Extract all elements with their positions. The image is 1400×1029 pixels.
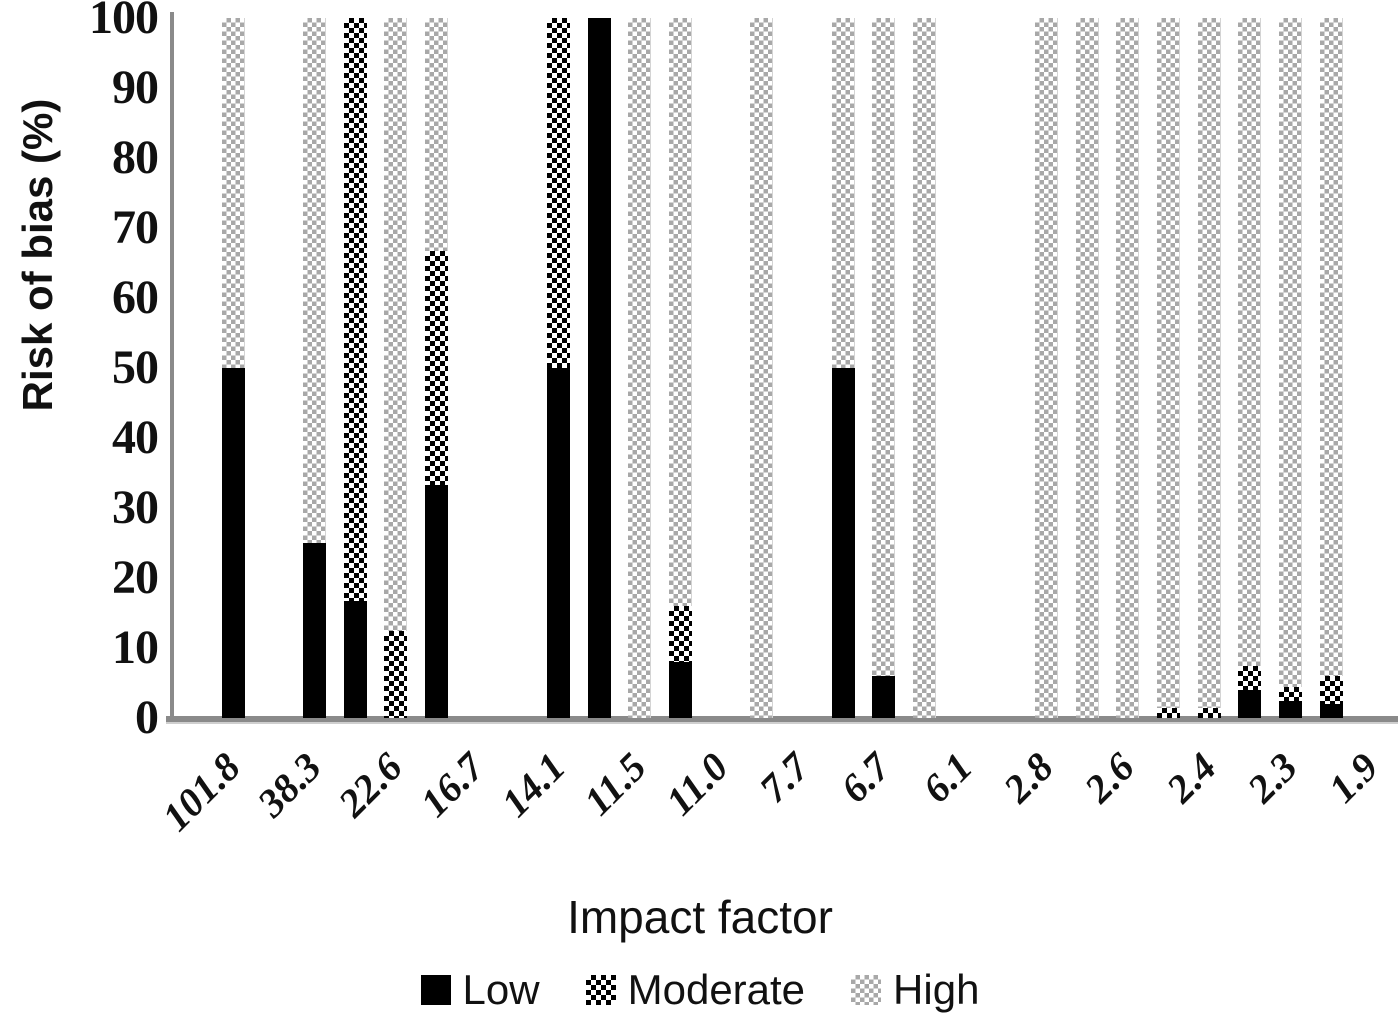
stacked-bar-if-11.5 — [628, 18, 652, 718]
stacked-bar-if-22.6 — [343, 18, 367, 718]
bar-segment-moderate — [1197, 707, 1221, 718]
bar-segment-moderate — [1319, 676, 1343, 704]
legend-swatch-high — [851, 975, 882, 1005]
stacked-bar-if-16.7 — [424, 18, 448, 718]
y-tick-label: 30 — [112, 481, 159, 534]
bar-segment-high — [1238, 18, 1262, 666]
bar-segment-low — [872, 676, 896, 718]
bar-segment-low — [221, 368, 245, 718]
bar-segment-high — [1034, 18, 1058, 718]
bar-segment-high — [1156, 18, 1180, 708]
y-tick-label: 60 — [112, 271, 159, 324]
stacked-bar-if-6.1 — [912, 18, 936, 718]
bar-segment-moderate — [424, 251, 448, 485]
stacked-bar-if-2.8 — [1034, 18, 1058, 718]
bar-segment-low — [343, 601, 367, 718]
bar-segment-moderate — [343, 18, 367, 602]
bar-segment-high — [384, 18, 408, 631]
stacked-bar-if-2.4 — [1197, 18, 1221, 718]
bar-segment-moderate — [546, 18, 570, 368]
stacked-bar-if-14.1 — [546, 18, 570, 718]
stacked-bar-if-1.9 — [1319, 18, 1343, 718]
legend-item-low: Low — [420, 966, 540, 1014]
chart-legend: Low Moderate High — [0, 966, 1400, 1014]
stacked-bar-if-101.8 — [221, 18, 245, 718]
bar-segment-high — [1197, 18, 1221, 708]
bar-segment-low — [1238, 690, 1262, 718]
bar-segment-moderate — [668, 606, 692, 662]
bar-segment-high — [424, 18, 448, 252]
x-axis-line — [166, 716, 1398, 724]
bar-segment-high — [872, 18, 896, 676]
legend-item-moderate: Moderate — [585, 966, 806, 1014]
bar-segment-low — [1319, 704, 1343, 718]
stacked-bar-if-2.4 — [1156, 18, 1180, 718]
stacked-bar-if-11.0 — [668, 18, 692, 718]
y-axis-line — [170, 12, 174, 720]
plot-area — [172, 18, 1392, 718]
bar-segment-moderate — [1278, 686, 1302, 701]
bar-segment-moderate — [1238, 665, 1262, 690]
legend-label-low: Low — [462, 966, 540, 1013]
bar-segment-high — [1278, 18, 1302, 687]
stacked-bar-if-7.7 — [750, 18, 774, 718]
stacked-bar-if-2.6 — [1075, 18, 1099, 718]
stacked-bar-if-11.5 — [587, 18, 611, 718]
bar-segment-moderate — [1156, 707, 1180, 718]
bar-segment-low — [546, 368, 570, 718]
stacked-bar-if-38.3 — [302, 18, 326, 718]
y-axis-title: Risk of bias (%) — [14, 98, 61, 412]
y-tick-label: 10 — [112, 621, 159, 674]
stacked-bar-if-2.6 — [1116, 18, 1140, 718]
stacked-bar-if-6.7 — [831, 18, 855, 718]
legend-swatch-moderate — [585, 975, 616, 1005]
x-axis-title: Impact factor — [567, 891, 833, 943]
stacked-bar-if-6.7 — [872, 18, 896, 718]
bar-segment-high — [1319, 18, 1343, 676]
legend-label-high: High — [893, 966, 980, 1013]
bar-segment-low — [831, 368, 855, 718]
bar-segment-high — [668, 18, 692, 606]
bar-segment-high — [912, 18, 936, 718]
stacked-bar-if-2.3 — [1238, 18, 1262, 718]
y-tick-label: 50 — [112, 341, 159, 394]
bar-segment-low — [587, 18, 611, 718]
bar-segment-high — [831, 18, 855, 368]
y-tick-label: 100 — [89, 0, 159, 44]
stacked-bar-if-22.6 — [384, 18, 408, 718]
bar-segment-high — [302, 18, 326, 543]
bar-segment-high — [628, 18, 652, 718]
stacked-bar-if-2.3 — [1278, 18, 1302, 718]
bar-segment-low — [424, 484, 448, 718]
bar-segment-high — [1075, 18, 1099, 718]
bar-segment-high — [221, 18, 245, 368]
legend-swatch-low — [420, 975, 451, 1005]
bar-segment-low — [302, 543, 326, 718]
y-tick-label: 0 — [135, 691, 159, 744]
y-tick-label: 40 — [112, 411, 159, 464]
y-tick-label: 90 — [112, 61, 159, 114]
bar-segment-high — [1116, 18, 1140, 718]
legend-item-high: High — [851, 966, 979, 1014]
bar-segment-moderate — [384, 630, 408, 718]
y-tick-label: 20 — [112, 551, 159, 604]
bar-segment-low — [668, 662, 692, 718]
legend-label-moderate: Moderate — [627, 966, 806, 1013]
y-tick-label: 70 — [112, 201, 159, 254]
bar-segment-low — [1278, 700, 1302, 718]
bar-segment-high — [750, 18, 774, 718]
y-tick-label: 80 — [112, 131, 159, 184]
